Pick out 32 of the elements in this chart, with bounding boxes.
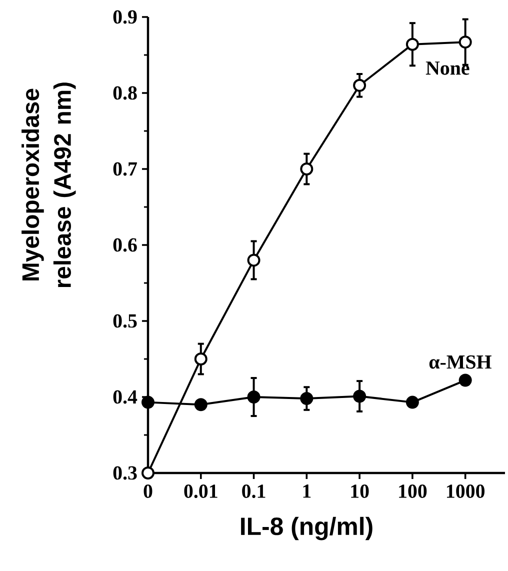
x-tick-label: 0 [144,484,152,498]
x-tick-label: 1000 [447,484,484,498]
series-label: None [426,62,470,75]
point [353,390,366,403]
series-label: α-MSH [429,355,492,369]
x-tick-label: 0.1 [242,484,266,498]
y-tick-label: 0.4 [113,390,138,404]
point [247,390,260,404]
y-tick-label: 0.9 [113,10,137,24]
x-tick-label: 1 [303,484,311,498]
point [458,374,472,387]
x-tick-label: 100 [399,484,427,498]
point [247,254,260,267]
point [353,78,366,92]
point [406,38,419,51]
point [300,392,314,406]
point [142,396,154,409]
y-tick-label: 0.5 [113,314,137,328]
point [142,466,154,480]
y-axis-title: Myeloperoxidase release (A492 nm) [22,82,76,288]
x-tick-label: 0.01 [184,484,218,498]
x-axis-title: IL-8 (ng/ml) [241,516,372,540]
x-tick-label: 10 [351,484,369,498]
point [300,162,314,176]
point [406,396,419,409]
y-tick-label: 0.3 [113,466,137,480]
point [194,398,208,412]
point [458,36,472,49]
y-tick-label: 0.7 [113,162,137,176]
y-tick-label: 0.6 [113,238,137,252]
point [194,352,208,366]
y-tick-label: 0.8 [113,86,137,100]
